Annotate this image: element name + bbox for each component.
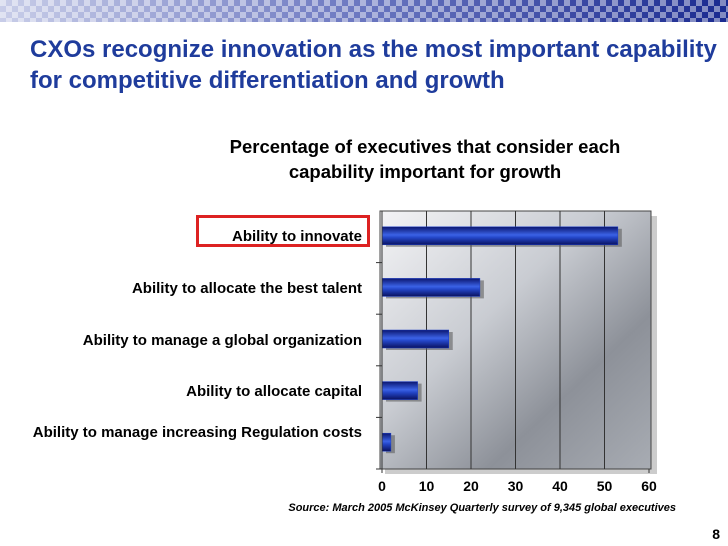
page-number: 8 [712,526,720,542]
bar [381,432,392,452]
marks [376,211,650,473]
bar [381,226,619,246]
bar [381,329,449,349]
chart-title: Percentage of executives that consider e… [229,136,621,182]
x-tick-label: 50 [596,478,613,494]
header-pattern [0,0,728,22]
x-tick-label: 10 [418,478,435,494]
y-tick-label: Ability to manage increasing Regulation … [32,424,362,442]
y-tick-label: Ability to allocate capital [186,383,362,401]
x-tick-label: 60 [641,478,657,494]
x-tick-label: 20 [463,478,479,494]
source-note: Source: March 2005 McKinsey Quarterly su… [288,502,676,514]
y-tick-label: Ability to innovate [231,228,362,246]
bar [381,278,481,297]
bar [381,381,418,400]
x-tick-label: 0 [378,478,386,494]
y-tick-label: Ability to manage a global organization [82,331,362,349]
slide-title: CXOs recognize innovation as the most im… [30,36,717,94]
x-tick-label: 30 [507,478,524,494]
y-tick-label: Ability to allocate the best talent [131,279,362,297]
highlight-box [196,215,370,247]
x-tick-label: 40 [552,478,568,494]
